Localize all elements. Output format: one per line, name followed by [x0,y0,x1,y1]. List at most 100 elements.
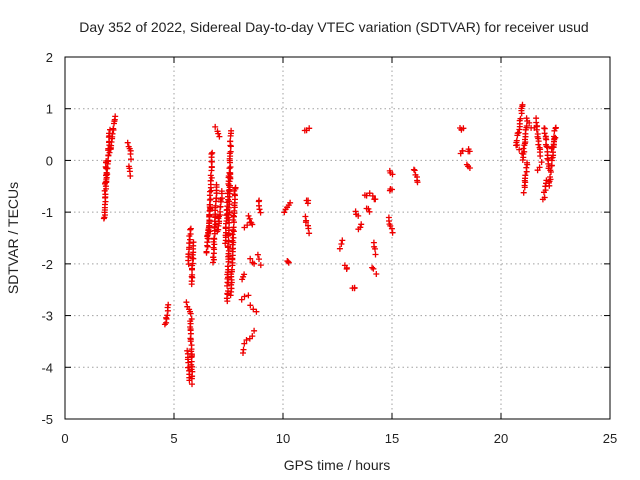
data-point-plus [287,199,294,206]
data-point-plus [535,141,542,148]
data-point-plus [302,219,309,226]
data-point-plus [281,209,288,216]
data-point-plus [228,127,235,134]
data-point-plus [537,153,544,159]
data-point-plus [523,115,530,122]
data-point-plus [369,192,376,199]
data-point-plus [366,190,373,197]
data-point-plus [343,264,350,271]
data-point-plus [305,225,312,232]
data-point-plus [370,265,377,272]
data-point-plus [207,172,214,179]
data-point-plus [514,130,521,137]
data-point-plus [389,171,396,178]
x-tick-label: 25 [603,431,617,446]
data-point-plus [547,174,553,180]
data-point-plus [410,166,417,173]
data-point-plus [245,292,252,299]
data-point-plus [183,299,190,306]
data-point-plus [188,375,195,382]
y-tick-label: -4 [41,360,53,375]
data-point-plus [372,251,379,258]
data-point-plus [519,101,526,108]
data-point-plus [109,130,116,137]
data-point-plus [355,212,362,219]
data-point-plus [516,146,523,153]
data-point-plus [245,212,252,219]
data-point-plus [372,196,379,203]
y-tick-label: -3 [41,309,53,324]
y-tick-label: 2 [46,50,53,65]
data-point-plus [257,209,264,216]
data-point-plus [536,164,543,171]
data-point-plus [207,177,214,184]
x-tick-label: 20 [494,431,508,446]
data-point-plus [541,130,548,137]
data-point-plus [547,167,554,174]
data-point-plus [185,364,191,371]
x-tick-label: 10 [276,431,290,446]
data-point-plus [216,133,223,140]
data-point-plus [127,151,134,157]
data-point-plus [241,293,248,300]
data-point-plus [110,125,117,132]
data-point-plus [257,262,264,269]
data-point-plus [338,241,345,247]
data-point-plus [213,181,220,188]
data-point-plus [253,308,260,315]
data-point-plus [244,222,251,229]
data-point-plus [251,327,258,334]
data-point-plus [251,260,258,267]
data-point-plus [238,296,245,303]
data-point-plus [466,165,473,171]
data-point-plus [533,126,540,133]
data-point-plus [187,236,193,243]
data-point-plus [190,239,197,246]
data-point-plus [250,306,257,313]
data-point-plus [522,172,529,179]
chart-title: Day 352 of 2022, Sidereal Day-to-day VTE… [79,19,588,35]
data-point-plus [232,184,239,191]
data-point-plus [541,194,548,201]
data-point-plus [351,284,358,291]
y-tick-label: 1 [46,102,53,117]
data-point-plus [373,271,380,277]
data-point-plus [460,125,467,132]
y-tick-label: 0 [46,153,53,168]
data-point-plus [187,338,194,345]
data-point-plus [213,195,220,202]
data-point-plus [372,245,378,252]
data-point-plus [552,134,559,141]
data-point-plus [203,248,210,255]
data-point-plus [240,346,247,353]
data-point-plus [389,186,395,193]
data-point-plus [187,225,194,232]
data-point-plus [302,213,309,220]
data-point-plus [246,215,253,222]
data-point-plus [224,263,231,270]
data-point-plus [212,123,219,130]
data-point-plus [227,138,234,145]
data-point-plus [552,124,559,131]
data-point-plus [227,148,234,155]
x-tick-label: 5 [170,431,177,446]
data-point-plus [369,264,376,271]
data-point-plus [357,224,364,231]
data-point-plus [104,171,111,178]
data-point-plus [208,151,215,157]
data-point-plus [551,138,557,145]
data-point-plus [336,245,343,252]
data-point-plus [188,348,195,355]
data-point-plus [127,173,134,179]
data-point-plus [210,259,216,266]
data-point-plus [256,256,262,263]
data-point-plus [226,165,233,172]
data-point-plus [249,333,256,340]
data-point-plus [247,302,254,309]
data-point-plus [241,271,248,278]
data-point-plus [227,169,234,176]
data-point-plus [205,226,212,232]
data-point-plus [225,247,232,254]
data-point-plus [358,221,365,228]
